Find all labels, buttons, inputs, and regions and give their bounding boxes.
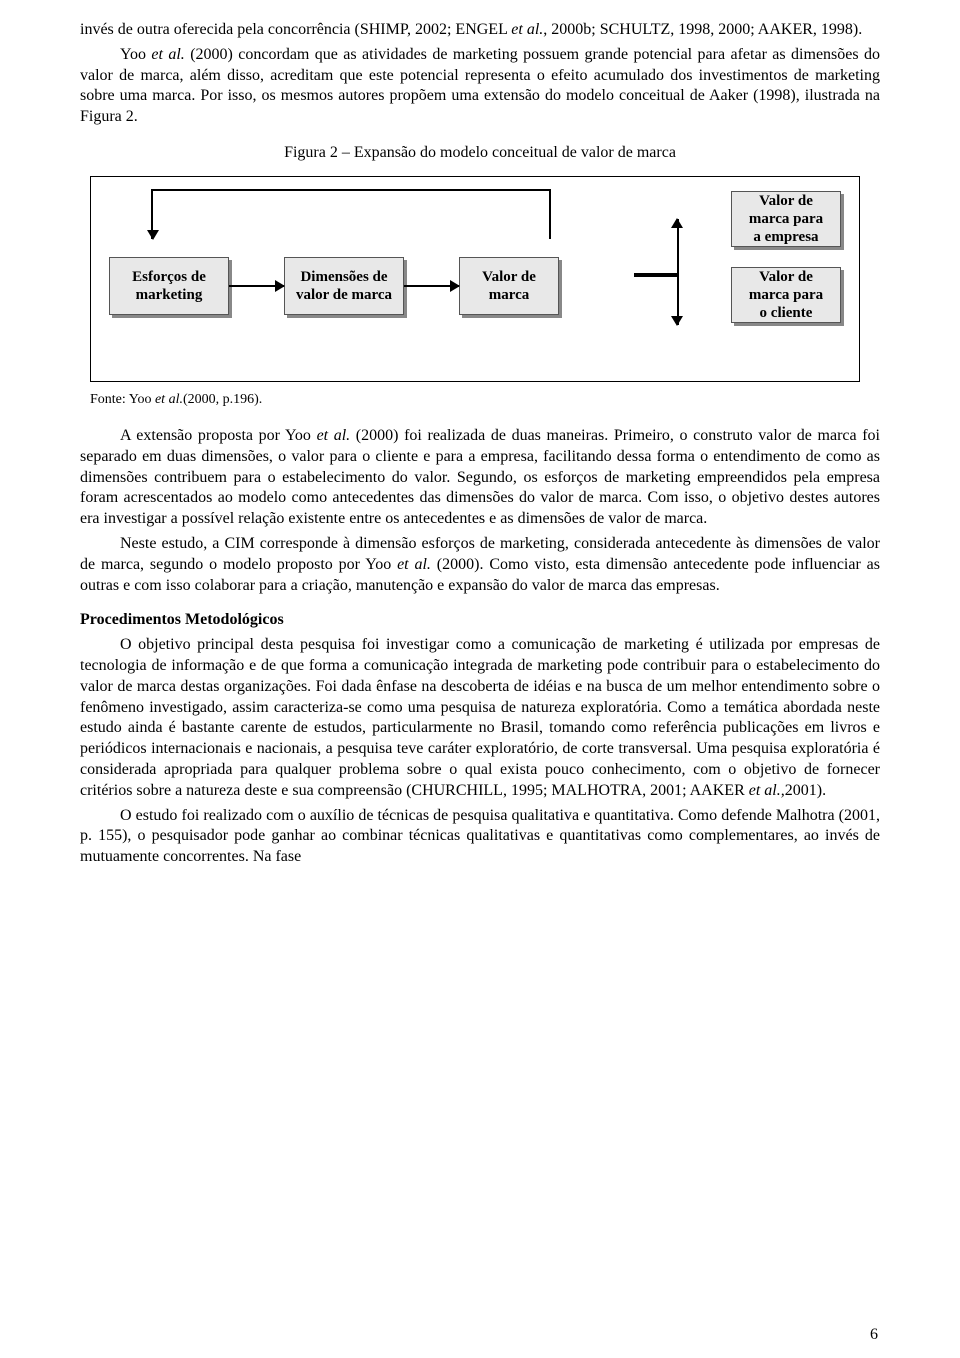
box-line: Valor de bbox=[759, 193, 813, 209]
box-dimensoes: Dimensões de valor de marca bbox=[284, 257, 404, 315]
diagram-row: Esforços de marketing Dimensões de valor… bbox=[109, 257, 841, 315]
box-line: Valor de bbox=[759, 269, 813, 285]
paragraph-2: Yoo et al. (2000) concordam que as ativi… bbox=[80, 45, 880, 128]
text: (2000) concordam que as atividades de ma… bbox=[80, 46, 880, 125]
text-italic: et al. bbox=[511, 21, 543, 38]
text: , 2000b; SCHULTZ, 1998, 2000; AAKER, 199… bbox=[543, 21, 862, 38]
page-number: 6 bbox=[870, 1326, 878, 1344]
arrow-up-icon bbox=[634, 219, 679, 275]
box-line: valor de marca bbox=[296, 287, 392, 303]
arrow-icon bbox=[229, 285, 284, 287]
section-title: Procedimentos Metodológicos bbox=[80, 610, 880, 631]
feedback-arrow bbox=[151, 189, 551, 239]
box-line: Dimensões de bbox=[300, 269, 387, 285]
box-esforcos: Esforços de marketing bbox=[109, 257, 229, 315]
paragraph-6: O estudo foi realizado com o auxílio de … bbox=[80, 806, 880, 868]
box-line: marca para bbox=[749, 287, 823, 303]
box-line: marketing bbox=[136, 287, 203, 303]
box-valor-marca: Valor de marca bbox=[459, 257, 559, 315]
arrow-icon bbox=[404, 285, 459, 287]
text: invés de outra oferecida pela concorrênc… bbox=[80, 21, 511, 38]
arrow-down-icon bbox=[634, 275, 679, 325]
paragraph-3: A extensão proposta por Yoo et al. (2000… bbox=[80, 426, 880, 530]
text: (2000, p.196). bbox=[183, 392, 262, 407]
text: O objetivo principal desta pesquisa foi … bbox=[80, 636, 880, 799]
box-valor-cliente: Valor de marca para o cliente bbox=[731, 267, 841, 323]
text-italic: et al. bbox=[397, 556, 431, 573]
text-italic: et al. bbox=[151, 46, 184, 63]
text-italic: et al. bbox=[317, 427, 351, 444]
box-line: marca para bbox=[749, 211, 823, 227]
box-line: Esforços de bbox=[132, 269, 206, 285]
right-column: Valor de marca para a empresa Valor de m… bbox=[731, 191, 841, 323]
box-line: a empresa bbox=[753, 229, 818, 245]
text-italic: et al., bbox=[749, 782, 785, 799]
text-italic: et al. bbox=[155, 392, 183, 407]
text: Fonte: Yoo bbox=[90, 392, 155, 407]
figure-source: Fonte: Yoo et al.(2000, p.196). bbox=[90, 392, 880, 408]
figure-title: Figura 2 – Expansão do modelo conceitual… bbox=[80, 144, 880, 162]
box-valor-empresa: Valor de marca para a empresa bbox=[731, 191, 841, 247]
box-line: Valor de bbox=[482, 269, 536, 285]
paragraph-1: invés de outra oferecida pela concorrênc… bbox=[80, 20, 880, 41]
diagram-container: Esforços de marketing Dimensões de valor… bbox=[90, 176, 860, 382]
text: Yoo bbox=[120, 46, 151, 63]
box-line: o cliente bbox=[760, 305, 813, 321]
paragraph-5: O objetivo principal desta pesquisa foi … bbox=[80, 635, 880, 801]
text: A extensão proposta por Yoo bbox=[120, 427, 317, 444]
text: 2001). bbox=[785, 782, 826, 799]
paragraph-4: Neste estudo, a CIM corresponde à dimens… bbox=[80, 534, 880, 596]
box-line: marca bbox=[489, 287, 530, 303]
